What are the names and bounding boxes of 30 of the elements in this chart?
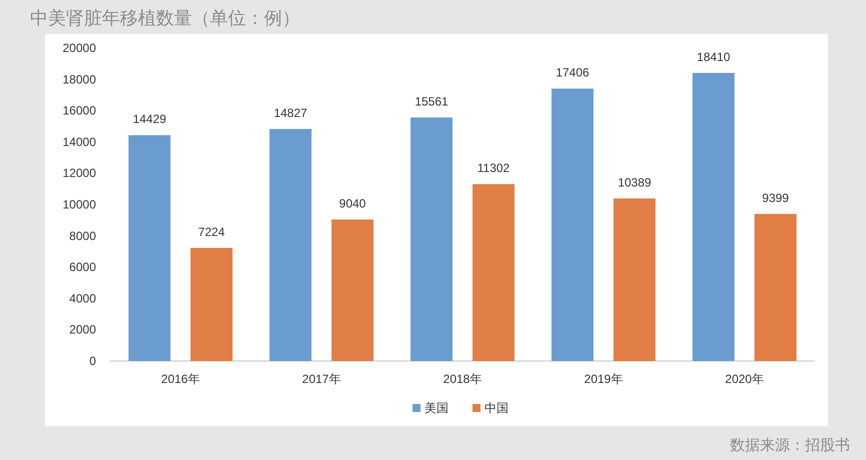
x-tick-label: 2017年: [302, 372, 341, 386]
y-tick-label: 14000: [62, 134, 96, 149]
y-tick-label: 20000: [62, 41, 96, 55]
x-tick-label: 2016年: [161, 372, 200, 386]
x-tick-label: 2019年: [584, 372, 623, 386]
data-label: 14827: [274, 106, 308, 120]
title: 中美肾脏年移植数量（单位：例）: [30, 8, 300, 28]
data-label: 18410: [696, 50, 731, 64]
data-label: 17406: [556, 66, 590, 80]
data-label: 15561: [414, 94, 449, 108]
y-tick-label: 18000: [62, 72, 96, 86]
y-tick-label: 6000: [69, 260, 96, 274]
data-label: 9040: [339, 196, 366, 211]
y-tick-label: 8000: [69, 228, 96, 243]
data-label: 7224: [198, 224, 226, 239]
legend-label: 中国: [484, 401, 508, 415]
x-tick-label: 2018年: [443, 372, 482, 386]
data-label: 9399: [762, 190, 790, 205]
y-tick-label: 16000: [62, 104, 96, 118]
y-tick-label: 10000: [62, 198, 96, 212]
data-label: 11302: [477, 161, 510, 176]
source-note: 数据来源：招股书: [730, 437, 850, 454]
y-tick-label: 4000: [69, 291, 96, 306]
x-tick-label: 2020年: [725, 372, 764, 386]
y-tick-label: 12000: [62, 166, 96, 180]
legend-label: 美国: [424, 401, 448, 415]
data-label: 14429: [132, 112, 167, 126]
data-label: 10389: [618, 175, 652, 190]
y-tick-label: 2000: [69, 322, 96, 337]
y-tick-label: 0: [89, 354, 96, 368]
